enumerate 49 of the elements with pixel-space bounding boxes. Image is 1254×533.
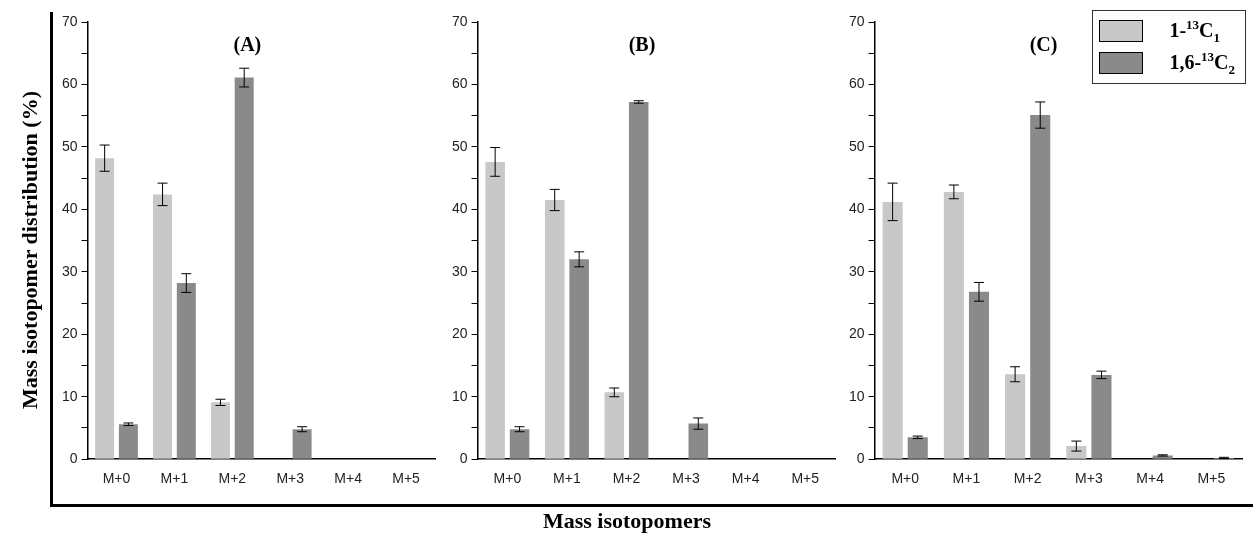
x-tick-label: M+3 — [672, 470, 701, 487]
x-tick-label: M+1 — [160, 470, 189, 487]
text: (C) — [1029, 33, 1058, 57]
x-tick-label: M+5 — [392, 470, 421, 487]
y-tick-label: 30 — [61, 262, 78, 279]
text: (B) — [628, 33, 656, 57]
y-tick-label: 70 — [61, 12, 78, 29]
y-tick-label: 40 — [451, 200, 468, 217]
x-tick-label: M+5 — [1197, 470, 1226, 487]
x-tick-label: M+0 — [102, 470, 131, 487]
x-tick-label: M+4 — [1136, 470, 1165, 487]
x-tick-label: M+3 — [276, 470, 305, 487]
y-tick-label: 20 — [848, 325, 865, 342]
y-tick-label: 0 — [856, 450, 865, 467]
y-tick-label: 60 — [848, 75, 865, 92]
x-tick-label: M+0 — [891, 470, 920, 487]
legend-label: 1,6-$^{13}$C$_{2}$ — [1169, 48, 1235, 78]
x-axis-title: Mass isotopomers — [542, 508, 712, 533]
y-tick-label: 70 — [451, 12, 468, 29]
legend-label: 1-$^{13}$C$_{1}$ — [1169, 16, 1220, 46]
y-tick-label: 10 — [848, 387, 865, 404]
x-tick-label: M+1 — [952, 470, 981, 487]
x-tick-label: M+5 — [791, 470, 820, 487]
y-tick-label: 70 — [848, 12, 865, 29]
y-tick-label: 60 — [451, 75, 468, 92]
x-tick-label: M+4 — [334, 470, 363, 487]
y-axis-title: Mass isotopomer distribution (%) — [17, 91, 43, 409]
y-tick-label: 10 — [61, 387, 78, 404]
y-tick-label: 20 — [61, 325, 78, 342]
y-tick-label: 30 — [451, 262, 468, 279]
y-tick-label: 0 — [69, 450, 78, 467]
y-tick-label: 0 — [459, 450, 468, 467]
text: (A) — [233, 33, 262, 57]
y-tick-label: 50 — [451, 137, 468, 154]
y-tick-label: 40 — [848, 200, 865, 217]
x-tick-label: M+1 — [553, 470, 581, 487]
y-tick-label: 40 — [61, 200, 78, 217]
y-tick-label: 30 — [848, 262, 865, 279]
x-tick-label: M+2 — [1013, 470, 1042, 487]
x-tick-label: M+2 — [218, 470, 247, 487]
x-tick-label: M+0 — [493, 470, 522, 487]
y-tick-label: 10 — [451, 387, 468, 404]
x-tick-label: M+4 — [731, 470, 760, 487]
y-tick-label: 60 — [61, 75, 78, 92]
x-tick-label: M+3 — [1075, 470, 1103, 487]
y-tick-label: 50 — [61, 137, 78, 154]
x-tick-label: M+2 — [612, 470, 641, 487]
y-tick-label: 50 — [848, 137, 865, 154]
y-tick-label: 20 — [451, 325, 468, 342]
